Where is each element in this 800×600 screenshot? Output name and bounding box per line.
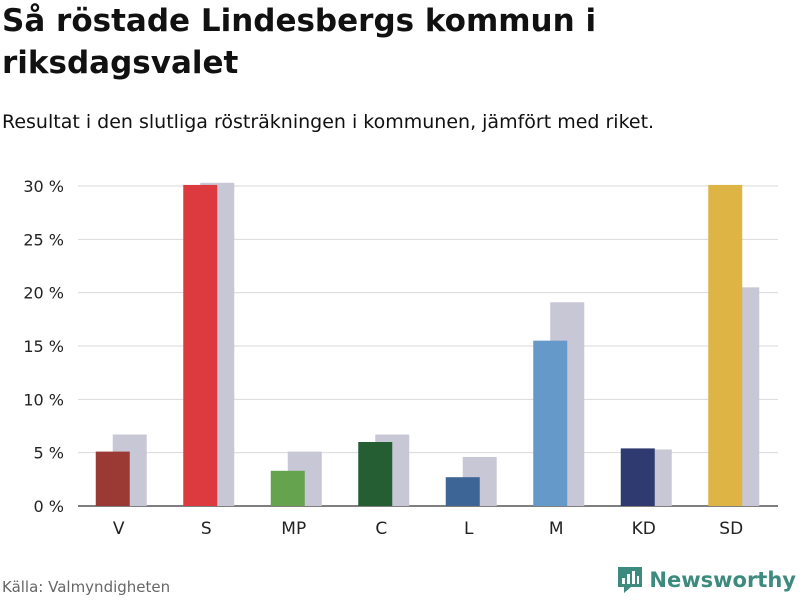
chart-subtitle: Resultat i den slutliga rösträkningen i …: [2, 111, 655, 133]
bar-local-c: [358, 442, 393, 506]
bar-local-mp: [270, 470, 305, 506]
y-tick-label: 30 %: [23, 177, 64, 196]
bar-local-l: [445, 477, 480, 506]
chart-title: Så röstade Lindesbergs kommun i riksdags…: [2, 3, 597, 81]
bar-chart: 0 % 5 % 10 % 15 % 20 % 25 % 30 % V S MP C L M KD SD: [23, 177, 778, 539]
newsworthy-icon: [618, 567, 643, 593]
y-tick-label: 25 %: [23, 230, 64, 249]
x-tick-label: M: [549, 519, 564, 539]
x-tick-label: V: [113, 519, 125, 539]
x-tick-label: SD: [719, 519, 743, 539]
bar-local-v: [95, 451, 130, 506]
x-tick-label: L: [464, 519, 474, 539]
source-note: Källa: Valmyndigheten: [2, 578, 171, 596]
bar-local-m: [533, 340, 568, 506]
y-tick-label: 5 %: [34, 444, 64, 463]
bar-local-kd: [620, 448, 655, 506]
y-tick-label: 0 %: [34, 497, 64, 516]
y-tick-label: 10 %: [23, 390, 64, 409]
x-tick-label: KD: [632, 519, 656, 539]
brand-name: Newsworthy: [649, 568, 796, 592]
x-tick-label: S: [201, 519, 212, 539]
y-tick-label: 20 %: [23, 284, 64, 303]
x-tick-label: C: [375, 519, 387, 539]
bar-local-sd: [708, 184, 743, 506]
brand-logo: Newsworthy: [617, 566, 796, 594]
x-tick-label: MP: [281, 519, 306, 539]
y-tick-label: 15 %: [23, 337, 64, 356]
bar-local-s: [183, 184, 218, 506]
